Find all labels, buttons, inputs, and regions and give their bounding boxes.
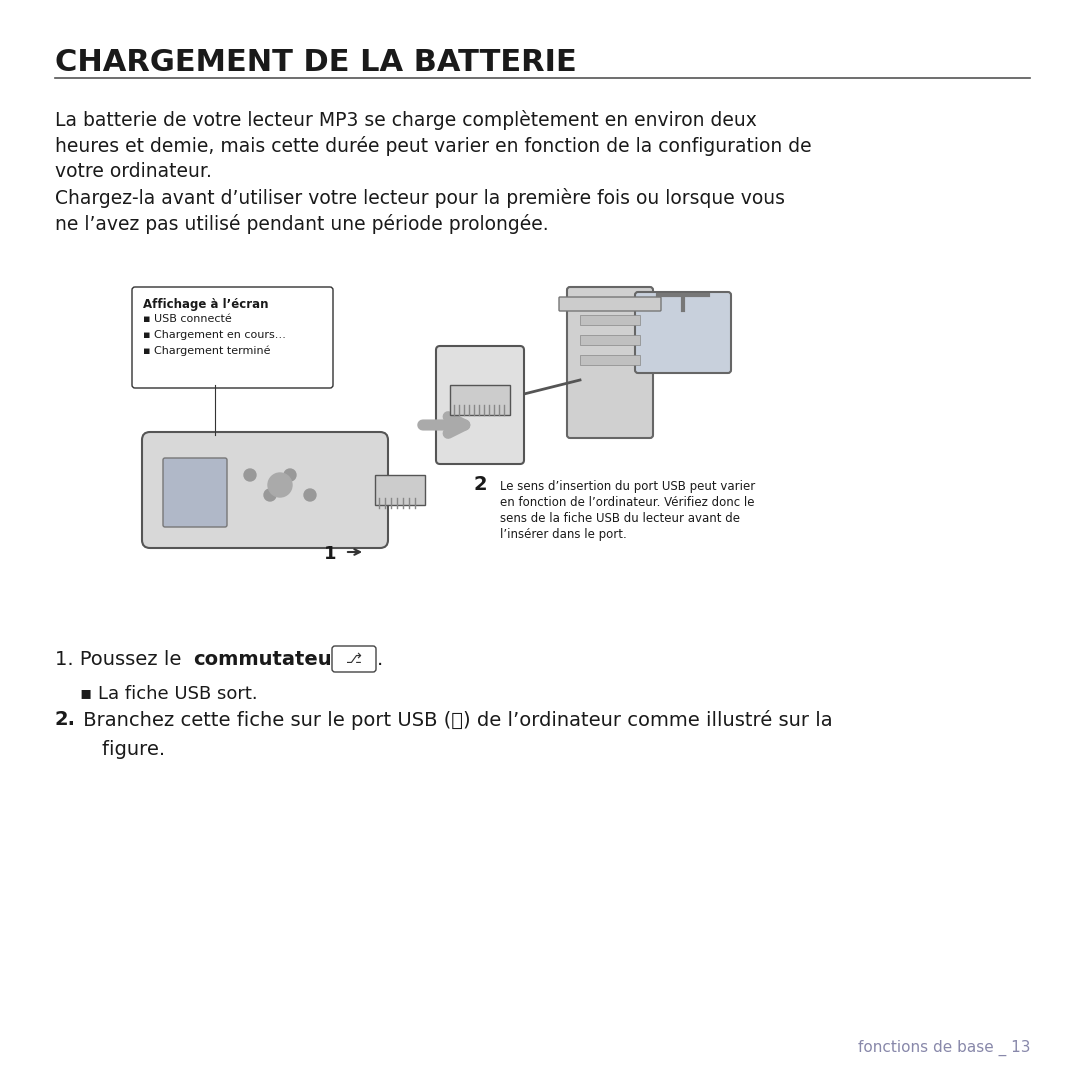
Text: ne l’avez pas utilisé pendant une période prolongée.: ne l’avez pas utilisé pendant une périod…: [55, 214, 549, 234]
FancyBboxPatch shape: [580, 315, 640, 325]
FancyBboxPatch shape: [163, 458, 227, 527]
FancyBboxPatch shape: [635, 292, 731, 373]
Text: heures et demie, mais cette durée peut varier en fonction de la configuration de: heures et demie, mais cette durée peut v…: [55, 136, 812, 156]
Circle shape: [268, 473, 292, 497]
Text: sens de la fiche USB du lecteur avant de: sens de la fiche USB du lecteur avant de: [500, 512, 740, 525]
Text: ▪ USB connecté: ▪ USB connecté: [143, 314, 232, 324]
FancyBboxPatch shape: [559, 297, 661, 311]
Text: fonctions de base _ 13: fonctions de base _ 13: [858, 1040, 1030, 1056]
Circle shape: [244, 469, 256, 481]
FancyBboxPatch shape: [332, 646, 376, 672]
FancyBboxPatch shape: [375, 475, 426, 505]
FancyBboxPatch shape: [580, 355, 640, 365]
Text: votre ordinateur.: votre ordinateur.: [55, 162, 212, 181]
Text: Branchez cette fiche sur le port USB (⎕) de l’ordinateur comme illustré sur la: Branchez cette fiche sur le port USB (⎕)…: [77, 710, 833, 730]
Text: Affichage à l’écran: Affichage à l’écran: [143, 298, 269, 311]
Text: en fonction de l’ordinateur. Vérifiez donc le: en fonction de l’ordinateur. Vérifiez do…: [500, 496, 755, 509]
Text: commutateur: commutateur: [193, 650, 341, 669]
Circle shape: [264, 489, 276, 501]
FancyBboxPatch shape: [567, 287, 653, 438]
Text: l’insérer dans le port.: l’insérer dans le port.: [500, 528, 626, 541]
Text: ▪ Chargement terminé: ▪ Chargement terminé: [143, 346, 270, 356]
Text: La batterie de votre lecteur MP3 se charge complètement en environ deux: La batterie de votre lecteur MP3 se char…: [55, 110, 757, 130]
Text: ▪ Chargement en cours…: ▪ Chargement en cours…: [143, 330, 286, 340]
Text: CHARGEMENT DE LA BATTERIE: CHARGEMENT DE LA BATTERIE: [55, 48, 577, 77]
Text: figure.: figure.: [77, 740, 165, 759]
Circle shape: [284, 469, 296, 481]
Text: Le sens d’insertion du port USB peut varier: Le sens d’insertion du port USB peut var…: [500, 480, 755, 492]
FancyBboxPatch shape: [141, 432, 388, 548]
Text: ▪ La fiche USB sort.: ▪ La fiche USB sort.: [80, 685, 258, 703]
Text: ⎇: ⎇: [346, 652, 362, 666]
Text: .: .: [377, 650, 383, 669]
Circle shape: [303, 489, 316, 501]
Text: 1. Poussez le: 1. Poussez le: [55, 650, 188, 669]
FancyBboxPatch shape: [436, 346, 524, 464]
FancyBboxPatch shape: [450, 384, 510, 415]
FancyBboxPatch shape: [132, 287, 333, 388]
Text: 2.: 2.: [55, 710, 76, 729]
Text: 1: 1: [324, 545, 336, 563]
FancyBboxPatch shape: [580, 335, 640, 345]
Text: 2: 2: [473, 475, 487, 494]
Text: Chargez-la avant d’utiliser votre lecteur pour la première fois ou lorsque vous: Chargez-la avant d’utiliser votre lecteu…: [55, 188, 785, 208]
